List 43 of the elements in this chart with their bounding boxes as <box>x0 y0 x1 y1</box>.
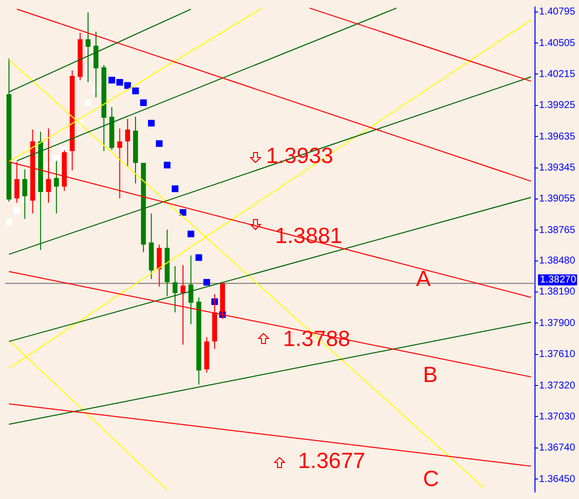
point <box>108 76 116 84</box>
y-tick-label: 1.39055 <box>539 194 576 205</box>
point <box>148 120 155 126</box>
point <box>164 162 170 168</box>
y-tick-label: 1.37320 <box>539 380 576 392</box>
point <box>53 155 60 162</box>
y-tick-label: 1.38190 <box>539 286 576 298</box>
y-tick-label: 1.40215 <box>539 68 576 80</box>
point <box>14 206 20 214</box>
point <box>84 99 92 106</box>
candlestick <box>172 266 178 313</box>
y-tick-label: 1.39925 <box>539 100 576 112</box>
y-tick-label: 1.39635 <box>539 131 576 142</box>
y-tick-label: 1.40505 <box>539 38 576 49</box>
point <box>140 99 147 106</box>
y-tick-label: 1.37610 <box>539 349 576 360</box>
point <box>188 230 194 238</box>
ref-line-label: 1.38270 <box>540 274 577 286</box>
y-tick-label: 1.37900 <box>539 318 576 329</box>
candlestick <box>125 118 130 168</box>
candlestick <box>86 12 91 83</box>
candlestick <box>94 31 98 98</box>
point <box>132 88 139 94</box>
point <box>124 82 131 89</box>
y-tick-label: 1.40795 <box>539 6 576 18</box>
y-tick-label: 1.36450 <box>539 474 576 485</box>
annotation: B <box>423 362 438 388</box>
y-tick-label: 1.38480 <box>539 256 576 267</box>
candlestick <box>188 254 194 325</box>
annotation: C <box>423 466 439 492</box>
y-tick-label: 1.39345 <box>539 162 576 174</box>
point <box>172 185 178 192</box>
y-tick-label: 1.36740 <box>539 442 576 454</box>
point <box>116 78 124 86</box>
point <box>180 209 186 216</box>
y-tick-label: 1.38765 <box>539 224 576 236</box>
y-tick-label: 1.37030 <box>539 411 576 422</box>
point <box>203 278 210 286</box>
point <box>195 254 202 261</box>
point <box>6 218 12 226</box>
annotation: 1.3677 <box>298 448 366 474</box>
point <box>156 140 163 147</box>
annotation: A <box>416 266 431 292</box>
